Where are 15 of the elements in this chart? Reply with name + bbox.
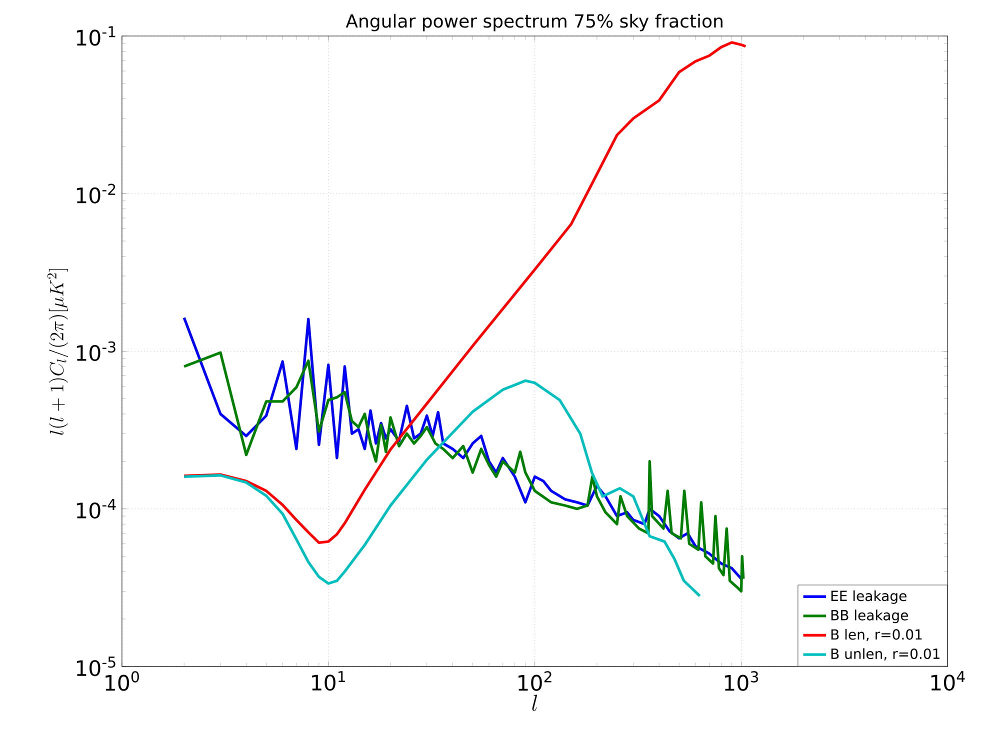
y-axis-title: $l(l+1)C_l/(2\pi)[\mu K^2]$: [47, 269, 68, 435]
y-tick-label: 10$^{-4}$: [76, 499, 116, 519]
y-tick-label: 10$^{-1}$: [76, 26, 116, 46]
x-axis-title: $l$: [532, 694, 538, 712]
legend-label: B unlen, r=0.01: [831, 648, 940, 661]
x-tick-label: 10$^{4}$: [931, 671, 965, 691]
x-tick-label: 10$^{3}$: [724, 671, 758, 692]
legend-label: EE leakage: [831, 590, 906, 604]
x-tick-label: 10$^{2}$: [518, 671, 552, 692]
legend-label: B len, r=0.01: [831, 629, 922, 642]
legend-label: BB leakage: [831, 610, 908, 624]
x-tick-label: 10$^{1}$: [312, 671, 345, 691]
chart-title: Angular power spectrum 75% sky fraction: [346, 14, 722, 32]
y-tick-label: 10$^{-2}$: [76, 184, 116, 204]
y-tick-label: 10$^{-3}$: [76, 341, 116, 362]
